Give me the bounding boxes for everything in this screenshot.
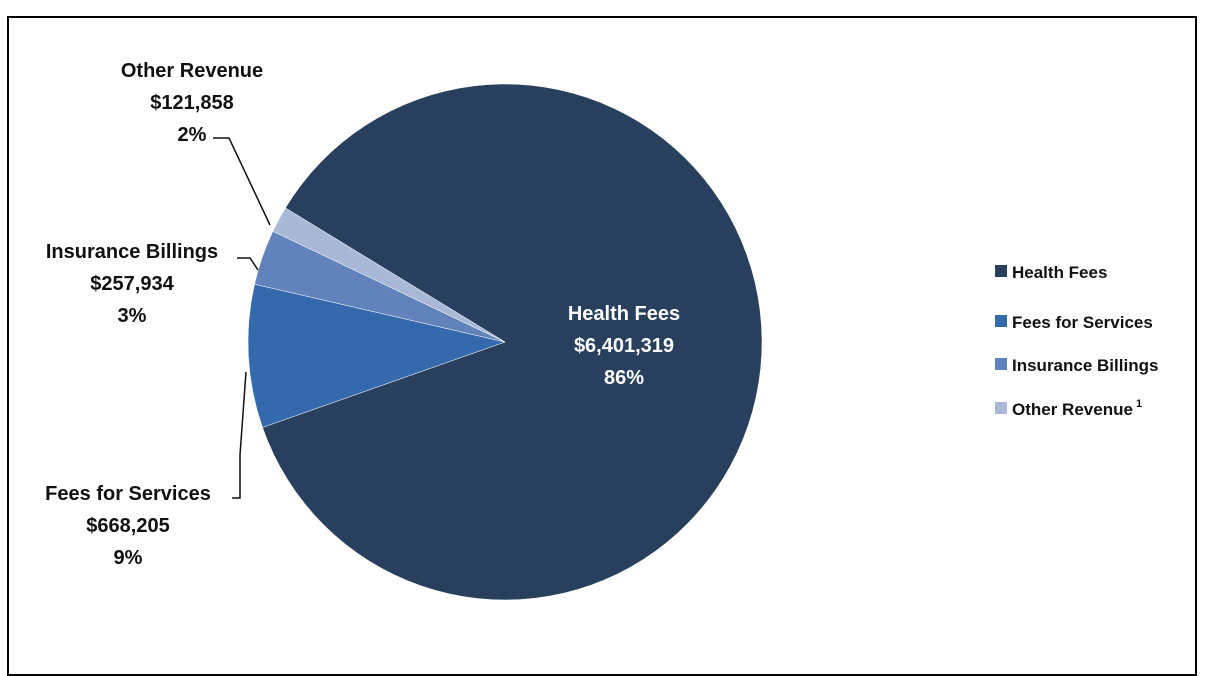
pie-slices [247,83,763,601]
legend: Health Fees Fees for Services Insurance … [995,263,1158,419]
slice-label-insurance-billings-percent: 3% [118,305,147,327]
leader-lines [213,137,271,499]
pie-slice-fees-for-services [247,283,506,428]
slice-label-other-revenue-name: Other Revenue [121,60,263,82]
legend-label-other-revenue: Other Revenue 1 [1012,398,1142,419]
slice-label-fees-for-services-percent: 9% [114,547,143,569]
legend-swatch-fees-for-services [995,315,1007,327]
slice-label-health-fees-value: $6,401,319 [574,335,674,357]
slice-label-other-revenue-value: $121,858 [150,92,233,114]
legend-swatch-other-revenue [995,402,1007,414]
legend-footnote-marker: 1 [1136,398,1142,410]
slice-label-insurance-billings-name: Insurance Billings [46,241,218,263]
legend-label-fees-for-services: Fees for Services [1012,313,1153,332]
slice-label-fees-for-services-value: $668,205 [86,515,169,537]
legend-label-health-fees: Health Fees [1012,263,1107,282]
leader-line-fees-for-services [232,371,247,499]
pie-slice-health-fees [262,83,763,601]
pie-slice-other-revenue [272,207,506,343]
slice-label-fees-for-services-name: Fees for Services [45,483,211,505]
slice-label-insurance-billings-value: $257,934 [90,273,174,295]
slice-label-health-fees-percent: 86% [604,367,644,389]
leader-line-other-revenue [213,137,271,226]
slice-label-health-fees-name: Health Fees [568,303,680,325]
slice-label-other-revenue-percent: 2% [178,124,207,146]
leader-line-insurance-billings [237,257,259,271]
legend-label-insurance-billings: Insurance Billings [1012,356,1158,375]
legend-swatch-insurance-billings [995,358,1007,370]
legend-swatch-health-fees [995,265,1007,277]
